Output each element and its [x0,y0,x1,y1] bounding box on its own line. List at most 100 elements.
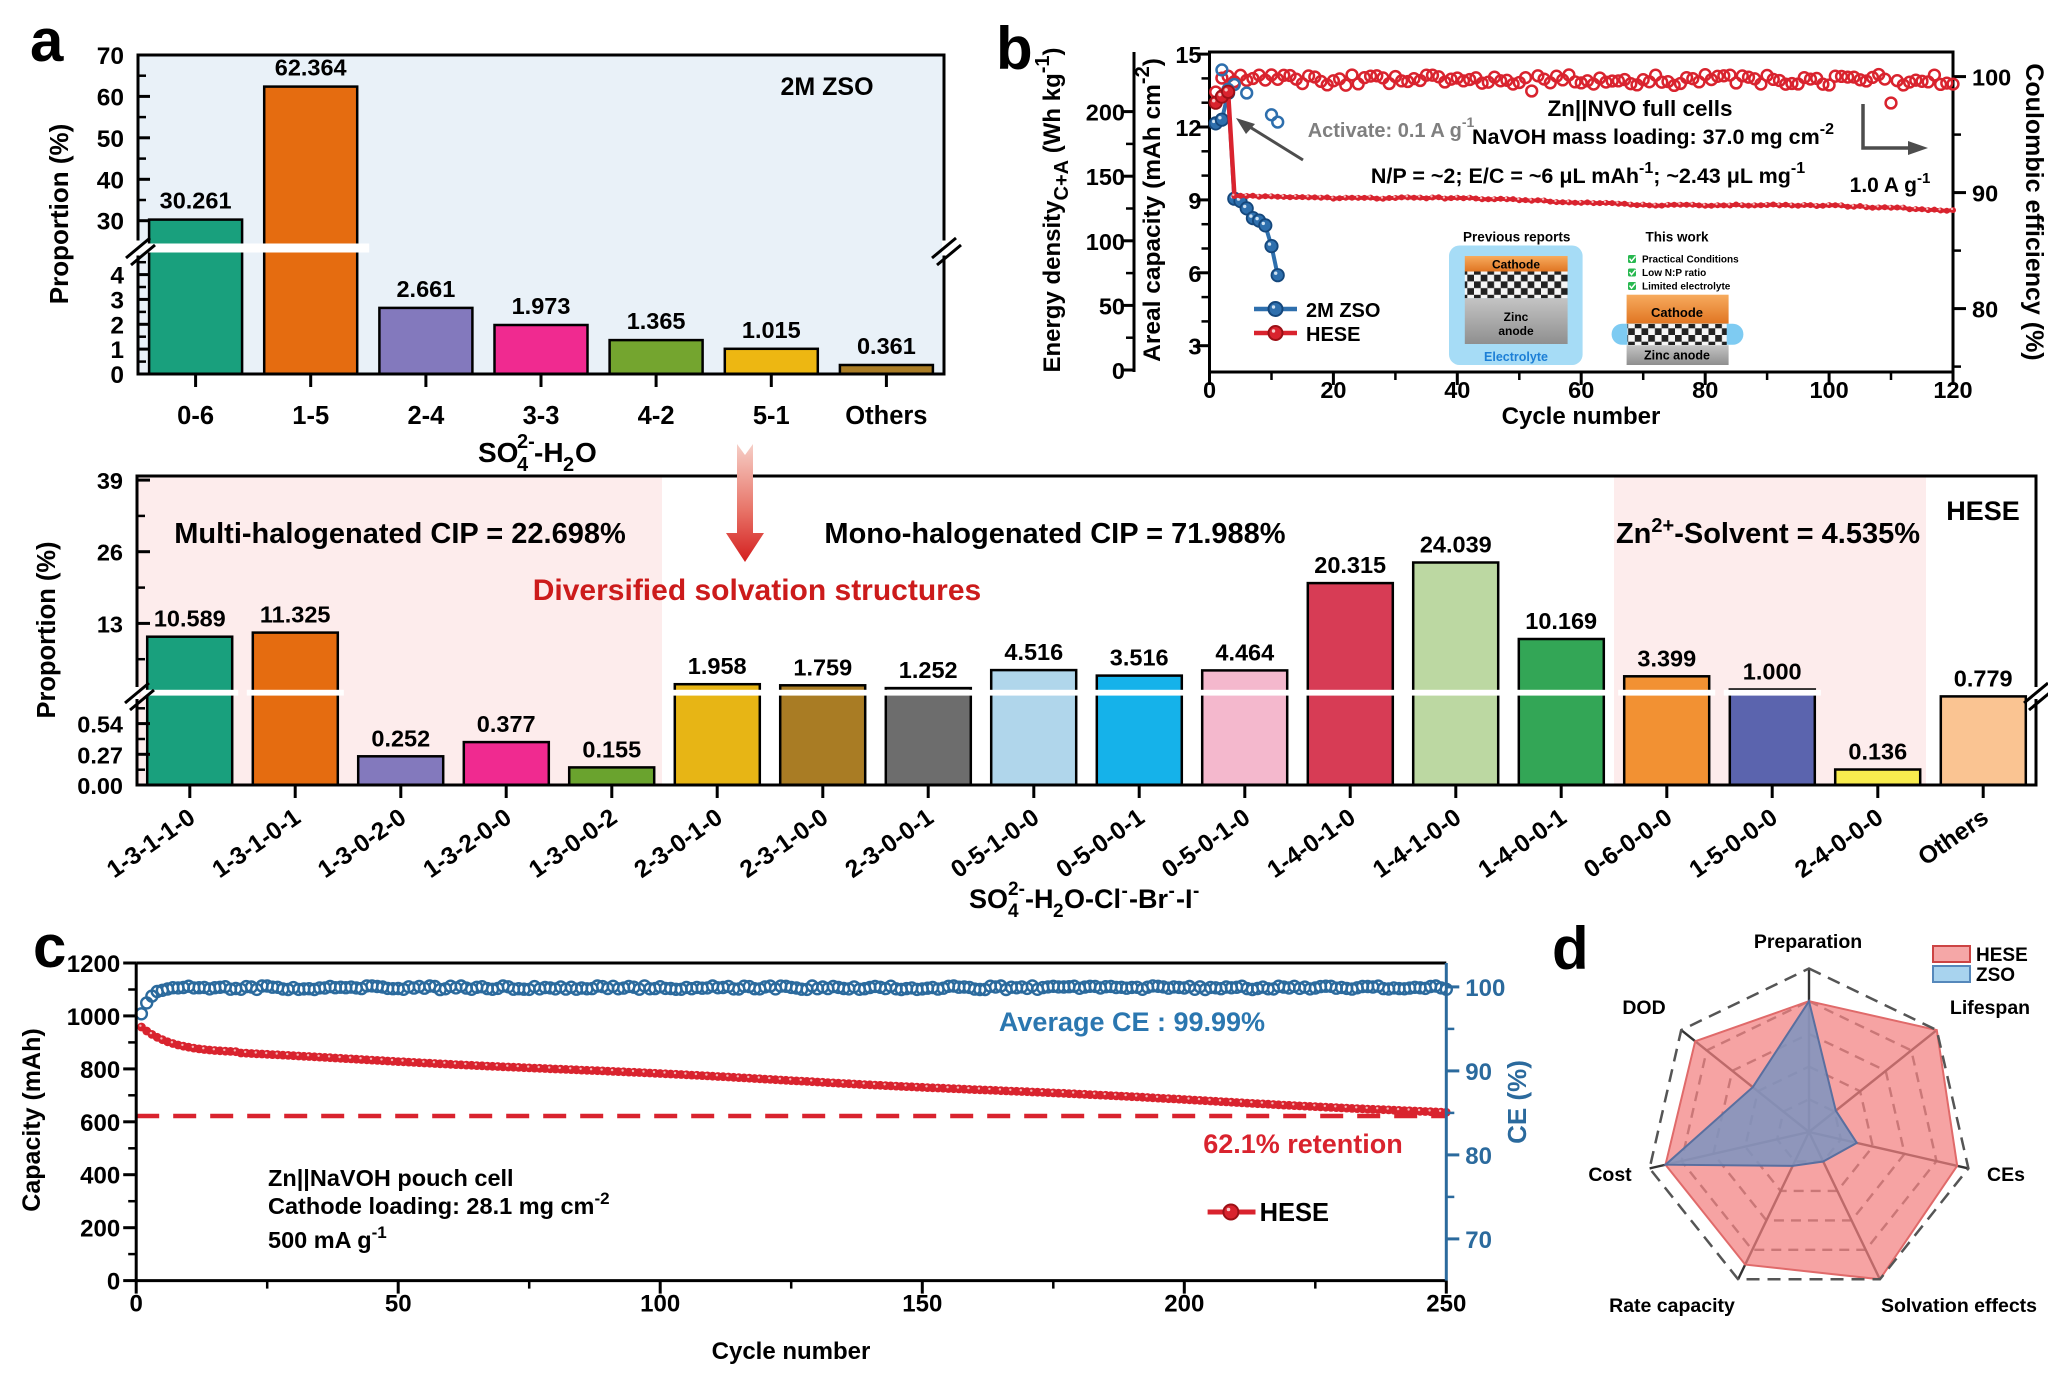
svg-text:1-3-0-2-0: 1-3-0-2-0 [313,804,411,884]
svg-text:0-6-0-0-0: 0-6-0-0-0 [1579,804,1677,884]
svg-text:HESE: HESE [1976,945,2028,966]
svg-text:2-3-0-0-1: 2-3-0-0-1 [841,804,939,884]
svg-text:4.516: 4.516 [1004,639,1063,665]
svg-text:-Br: -Br [1129,884,1168,914]
svg-text:DOD: DOD [1622,997,1665,1019]
svg-text:0-5-0-1-0: 0-5-0-1-0 [1157,804,1255,884]
svg-text:3: 3 [1188,334,1201,360]
svg-text:Rate capacity: Rate capacity [1609,1295,1735,1317]
svg-text:This work: This work [1645,230,1709,245]
svg-text:d: d [1552,915,1589,982]
svg-text:Cycle number: Cycle number [712,1338,871,1365]
svg-text:40: 40 [97,167,124,194]
svg-text:80: 80 [1465,1143,1492,1170]
svg-text:1000: 1000 [67,1004,120,1031]
svg-text:a: a [30,7,64,74]
svg-text:24.039: 24.039 [1420,532,1492,558]
svg-text:0: 0 [1112,358,1125,384]
svg-text:200: 200 [80,1216,120,1243]
svg-text:-: - [1169,881,1175,902]
svg-text:Zn||NVO full cells: Zn||NVO full cells [1547,96,1732,121]
svg-text:60: 60 [97,84,124,111]
svg-text:Coulombic efficiency (%): Coulombic efficiency (%) [2020,63,2048,360]
svg-text:2-: 2- [1008,879,1025,900]
svg-text:Solvation effects: Solvation effects [1881,1295,2037,1317]
svg-text:150: 150 [1086,164,1125,190]
svg-text:62.364: 62.364 [275,55,347,81]
svg-text:1-3-2-0-0: 1-3-2-0-0 [419,804,517,884]
svg-text:anode: anode [1498,324,1534,338]
svg-text:c: c [33,913,66,980]
svg-text:NaVOH mass loading: 37.0 mg cm: NaVOH mass loading: 37.0 mg cm-2 [1472,121,1834,149]
svg-text:-H: -H [1025,884,1054,914]
svg-text:40: 40 [1444,377,1470,403]
svg-text:100: 100 [1809,377,1848,403]
svg-text:1-5-0-0-0: 1-5-0-0-0 [1685,804,1783,884]
svg-text:Others: Others [845,402,927,430]
svg-text:O-Cl: O-Cl [1064,884,1121,914]
svg-text:5-1: 5-1 [753,402,790,430]
svg-text:70: 70 [1465,1227,1492,1254]
svg-text:11.325: 11.325 [260,602,331,628]
svg-text:500 mA g-1: 500 mA g-1 [268,1223,387,1253]
svg-text:Electrolyte: Electrolyte [1484,350,1548,364]
svg-text:0.377: 0.377 [477,711,536,737]
svg-text:Areal capacity (mAh cm-2): Areal capacity (mAh cm-2) [1132,58,1166,362]
svg-text:2-4-0-0-0: 2-4-0-0-0 [1790,804,1888,884]
svg-text:1.000: 1.000 [1743,659,1802,685]
svg-text:1-4-0-0-1: 1-4-0-0-1 [1474,804,1572,884]
svg-text:1.0 A g-1: 1.0 A g-1 [1850,170,1931,197]
svg-text:1.759: 1.759 [793,654,852,680]
svg-text:150: 150 [902,1291,942,1318]
svg-text:30.261: 30.261 [160,188,232,214]
svg-text:1200: 1200 [67,951,120,978]
svg-text:3.399: 3.399 [1637,645,1696,671]
svg-text:0.27: 0.27 [77,742,123,768]
svg-text:Preparation: Preparation [1754,931,1862,953]
svg-text:1-3-1-0-1: 1-3-1-0-1 [208,804,306,884]
svg-text:Proportion (%): Proportion (%) [33,541,61,718]
svg-text:CEs: CEs [1987,1164,2025,1186]
svg-text:20: 20 [1320,377,1346,403]
svg-text:80: 80 [1972,297,1998,323]
svg-text:2-3-1-0-0: 2-3-1-0-0 [735,804,833,884]
svg-text:50: 50 [97,126,124,153]
svg-text:26: 26 [97,540,123,566]
svg-text:1.958: 1.958 [688,653,747,679]
svg-text:1.973: 1.973 [512,293,571,319]
svg-text:1.015: 1.015 [742,317,801,343]
svg-text:1.365: 1.365 [627,308,686,334]
svg-text:4: 4 [110,263,124,290]
svg-text:400: 400 [80,1163,120,1190]
svg-text:1.252: 1.252 [899,657,958,683]
svg-text:Cycle number: Cycle number [1502,403,1661,430]
svg-text:2-: 2- [517,431,535,453]
svg-text:Proportion (%): Proportion (%) [44,124,74,305]
svg-text:2-4: 2-4 [407,402,445,430]
svg-text:HESE: HESE [1946,496,2020,526]
svg-text:0-5-0-0-1: 0-5-0-0-1 [1052,804,1150,884]
svg-text:70: 70 [97,43,124,70]
svg-text:4.464: 4.464 [1215,639,1274,665]
svg-text:SO: SO [478,437,518,468]
svg-text:2M ZSO: 2M ZSO [780,73,873,101]
svg-text:-H: -H [534,437,564,468]
svg-text:2: 2 [110,312,124,339]
svg-text:0.54: 0.54 [77,712,123,738]
svg-text:250: 250 [1426,1291,1466,1318]
svg-text:0.252: 0.252 [371,725,430,751]
svg-text:2-3-0-1-0: 2-3-0-1-0 [630,804,728,884]
svg-text:Zinc anode: Zinc anode [1644,349,1710,363]
svg-text:200: 200 [1086,100,1125,126]
svg-text:4-2: 4-2 [638,402,675,430]
svg-text:Practical Conditions: Practical Conditions [1642,255,1739,266]
svg-text:-: - [1193,881,1199,902]
svg-text:9: 9 [1188,188,1201,214]
svg-text:Cathode: Cathode [1651,305,1703,320]
svg-text:0: 0 [130,1291,143,1318]
svg-text:Capacity (mAh): Capacity (mAh) [18,1028,46,1211]
svg-text:62.1% retention: 62.1% retention [1203,1129,1403,1159]
svg-text:15: 15 [1175,42,1201,68]
svg-text:2M ZSO: 2M ZSO [1306,300,1380,322]
svg-text:6: 6 [1188,261,1201,287]
